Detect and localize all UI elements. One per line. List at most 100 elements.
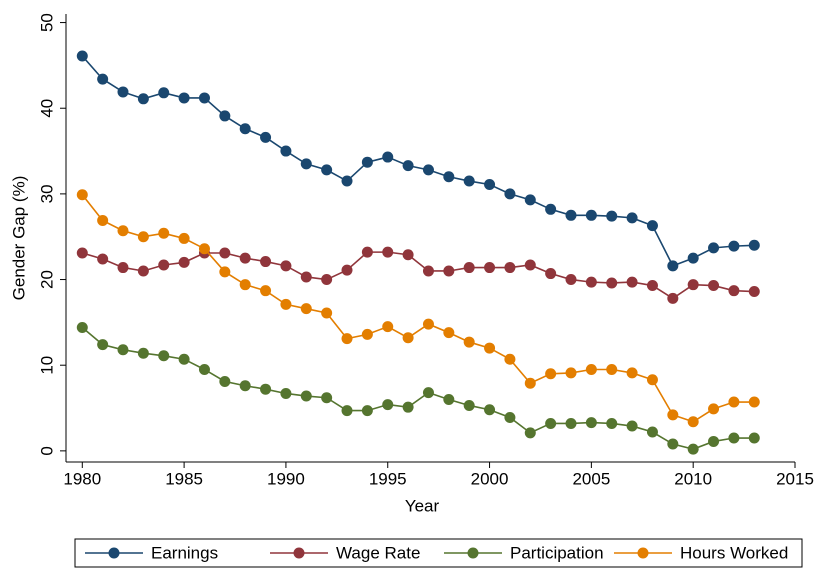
- data-point: [463, 399, 475, 411]
- data-point: [484, 342, 496, 354]
- data-point: [545, 268, 557, 280]
- data-point: [239, 279, 251, 291]
- data-point: [117, 262, 129, 274]
- series-line: [81, 55, 755, 267]
- data-point: [178, 353, 190, 365]
- data-point: [443, 393, 455, 405]
- data-point: [300, 158, 312, 170]
- series-line: [81, 194, 755, 423]
- data-point: [504, 188, 516, 200]
- x-tick-label: 2000: [471, 469, 509, 488]
- data-point: [178, 232, 190, 244]
- data-point: [606, 363, 618, 375]
- data-point: [565, 274, 577, 286]
- data-point: [178, 256, 190, 268]
- data-point: [646, 280, 658, 292]
- data-point: [565, 417, 577, 429]
- data-point: [260, 383, 272, 395]
- y-tick-label: 10: [37, 356, 56, 375]
- data-point: [158, 227, 170, 239]
- data-point: [585, 209, 597, 221]
- data-point: [667, 260, 679, 272]
- y-tick-label: 30: [37, 184, 56, 203]
- data-point: [117, 344, 129, 356]
- data-point: [97, 214, 109, 226]
- data-point: [728, 285, 740, 297]
- data-point: [545, 203, 557, 215]
- legend-box: [74, 538, 803, 568]
- data-point: [626, 367, 638, 379]
- data-point: [748, 396, 760, 408]
- data-point: [504, 353, 516, 365]
- data-point: [728, 396, 740, 408]
- data-point: [76, 247, 88, 259]
- series-line: [81, 326, 755, 450]
- x-tick-label: 2005: [572, 469, 610, 488]
- data-point: [382, 321, 394, 333]
- data-point: [158, 87, 170, 99]
- data-point: [728, 240, 740, 252]
- data-point: [382, 399, 394, 411]
- data-point: [300, 303, 312, 315]
- data-point: [565, 209, 577, 221]
- data-point: [137, 231, 149, 243]
- data-point: [321, 274, 333, 286]
- data-point: [382, 151, 394, 163]
- data-point: [219, 375, 231, 387]
- data-point: [708, 280, 720, 292]
- data-point: [260, 131, 272, 143]
- data-point: [422, 387, 434, 399]
- data-point: [219, 110, 231, 122]
- data-point: [239, 123, 251, 135]
- x-tick-label: 2015: [776, 469, 814, 488]
- data-point: [198, 363, 210, 375]
- data-point: [239, 380, 251, 392]
- y-tick-label: 0: [37, 446, 56, 455]
- data-point: [748, 286, 760, 298]
- legend-marker: [637, 547, 649, 559]
- data-point: [402, 249, 414, 261]
- data-point: [443, 171, 455, 183]
- data-point: [708, 435, 720, 447]
- data-point: [606, 277, 618, 289]
- x-tick-label: 2010: [674, 469, 712, 488]
- data-point: [97, 73, 109, 85]
- data-point: [626, 420, 638, 432]
- data-point: [239, 252, 251, 264]
- data-point: [728, 432, 740, 444]
- data-point: [585, 276, 597, 288]
- data-point: [361, 156, 373, 168]
- data-point: [137, 93, 149, 105]
- data-point: [646, 220, 658, 232]
- data-point: [178, 92, 190, 104]
- data-point: [198, 92, 210, 104]
- data-point: [76, 189, 88, 201]
- data-point: [158, 259, 170, 271]
- data-point: [687, 416, 699, 428]
- data-point: [463, 336, 475, 348]
- data-point: [158, 350, 170, 362]
- data-point: [524, 194, 536, 206]
- data-point: [606, 210, 618, 222]
- data-point: [748, 432, 760, 444]
- data-point: [402, 401, 414, 413]
- legend-label: Participation: [510, 543, 604, 562]
- data-point: [280, 260, 292, 272]
- data-point: [687, 443, 699, 455]
- data-point: [117, 86, 129, 98]
- data-point: [219, 247, 231, 259]
- data-point: [443, 265, 455, 277]
- data-point: [667, 292, 679, 304]
- data-point: [361, 328, 373, 340]
- y-axis-label: Gender Gap (%): [9, 176, 28, 301]
- data-point: [606, 417, 618, 429]
- data-point: [626, 276, 638, 288]
- data-point: [565, 367, 577, 379]
- data-point: [280, 145, 292, 157]
- data-point: [504, 262, 516, 274]
- data-point: [504, 411, 516, 423]
- data-point: [137, 347, 149, 359]
- data-point: [300, 271, 312, 283]
- data-point: [382, 246, 394, 258]
- data-point: [524, 427, 536, 439]
